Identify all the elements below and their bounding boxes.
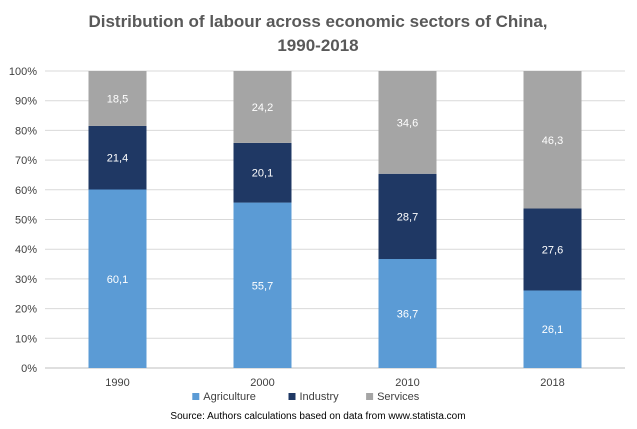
data-label: 24,2 bbox=[252, 102, 273, 114]
x-tick-label: 2000 bbox=[250, 377, 274, 389]
bar-segment-industry bbox=[523, 208, 582, 291]
bar-segment-services bbox=[88, 71, 147, 126]
chart-title-line1: Distribution of labour across economic s… bbox=[88, 12, 547, 31]
y-tick-label: 70% bbox=[15, 155, 37, 167]
bar-segment-agriculture bbox=[88, 189, 147, 368]
y-tick-label: 30% bbox=[15, 274, 37, 286]
x-axis-ticks: 1990 2000 2010 2018 bbox=[105, 377, 564, 389]
legend-swatch bbox=[288, 393, 296, 400]
data-label: 55,7 bbox=[252, 280, 273, 292]
bar-segment-services bbox=[233, 71, 292, 143]
chart-title-line2: 1990-2018 bbox=[277, 36, 358, 55]
y-tick-label: 80% bbox=[15, 125, 37, 137]
x-tick-label: 2018 bbox=[540, 377, 564, 389]
y-axis-ticks: 0% 10% 20% 30% 40% 50% 60% 70% 80% 90% 100% bbox=[9, 66, 37, 375]
data-label: 18,5 bbox=[107, 93, 128, 105]
y-tick-label: 0% bbox=[21, 363, 37, 375]
data-label: 34,6 bbox=[397, 117, 418, 129]
legend-label: Industry bbox=[300, 391, 340, 403]
bar-segment-industry bbox=[378, 173, 437, 260]
x-tick-label: 2010 bbox=[395, 377, 419, 389]
y-tick-label: 40% bbox=[15, 244, 37, 256]
legend: Agriculture Industry Services bbox=[192, 391, 420, 403]
y-tick-label: 10% bbox=[15, 333, 37, 345]
data-label: 28,7 bbox=[397, 211, 418, 223]
bar-segment-agriculture bbox=[378, 259, 437, 368]
bar-segment-agriculture bbox=[233, 202, 292, 368]
data-label: 36,7 bbox=[397, 309, 418, 321]
data-label: 20,1 bbox=[252, 168, 273, 180]
data-label: 27,6 bbox=[542, 244, 563, 256]
bar-segment-industry bbox=[233, 142, 292, 203]
bar-segment-industry bbox=[88, 125, 147, 190]
legend-swatch bbox=[366, 393, 374, 400]
legend-label: Agriculture bbox=[203, 391, 256, 403]
data-label: 60,1 bbox=[107, 274, 128, 286]
bar-segment-agriculture bbox=[523, 290, 582, 368]
legend-swatch bbox=[192, 393, 200, 400]
source-note: Source: Authors calculations based on da… bbox=[170, 411, 465, 422]
data-label: 21,4 bbox=[107, 153, 128, 165]
data-label: 46,3 bbox=[542, 135, 563, 147]
bar-segment-services bbox=[523, 71, 582, 209]
x-tick-label: 1990 bbox=[105, 377, 129, 389]
bars: 60,1 21,4 18,5 55,7 20,1 24,2 36,7 28,7 34,6 26,1… bbox=[88, 71, 582, 368]
y-tick-label: 50% bbox=[15, 215, 37, 227]
bar-segment-services bbox=[378, 71, 437, 174]
y-tick-label: 20% bbox=[15, 304, 37, 316]
y-tick-label: 60% bbox=[15, 185, 37, 197]
y-tick-label: 90% bbox=[15, 96, 37, 108]
legend-label: Services bbox=[377, 391, 420, 403]
data-label: 26,1 bbox=[542, 324, 563, 336]
y-tick-label: 100% bbox=[9, 66, 37, 78]
